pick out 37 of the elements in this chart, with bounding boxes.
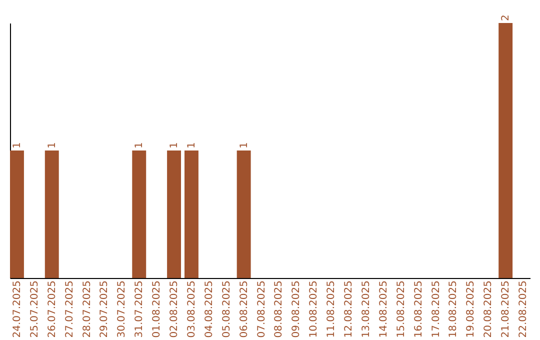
x-tick-label: 27.07.2025 [64,280,76,338]
x-tick-label: 04.08.2025 [204,280,215,338]
x-tick-label: 26.07.2025 [46,280,58,338]
x-tick-label: 25.07.2025 [29,280,40,338]
x-tick-label: 15.08.2025 [396,280,407,338]
x-tick-label: 30.07.2025 [116,280,128,338]
data-label: 1 [134,142,146,148]
data-label: 2 [500,14,512,21]
x-tick-label: 16.08.2025 [413,280,424,338]
x-tick-label: 22.08.2025 [518,280,530,338]
x-tick-label: 24.07.2025 [12,280,23,338]
x-tick-label: 06.08.2025 [238,280,250,338]
x-tick-label: 21.08.2025 [500,280,512,338]
x-tick-label: 05.08.2025 [221,280,232,338]
x-tick-label: 09.08.2025 [291,280,302,338]
data-label: 1 [186,142,198,148]
x-tick-label: 02.08.2025 [169,280,180,338]
x-tick-label: 28.07.2025 [82,280,93,338]
x-tick-label: 20.08.2025 [483,280,494,338]
x-tick-label: 11.08.2025 [326,280,338,338]
x-tick-label: 17.08.2025 [430,280,442,338]
x-tick-label: 14.08.2025 [378,280,390,338]
x-tick-label: 01.08.2025 [152,280,163,338]
x-tick-label: 31.07.2025 [134,280,146,338]
data-label: 1 [46,142,58,148]
x-tick-label: 08.08.2025 [274,280,285,338]
data-label: 1 [12,142,23,148]
x-tick-label: 19.08.2025 [466,280,477,338]
x-tick-label: 18.08.2025 [448,280,460,338]
x-tick-label: 10.08.2025 [308,280,320,338]
x-tick-label: 12.08.2025 [344,280,355,338]
x-tick-label: 07.08.2025 [256,280,268,338]
x-tick-label: 03.08.2025 [186,280,198,338]
x-tick-label: 29.07.2025 [99,280,110,338]
x-tick-label: 13.08.2025 [360,280,372,338]
data-label: 1 [238,142,250,148]
data-label: 1 [169,142,180,148]
